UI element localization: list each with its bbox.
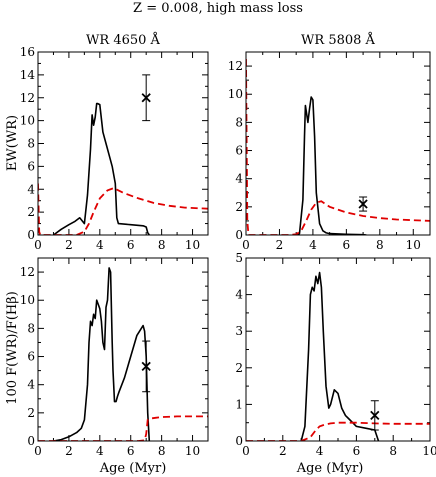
plot-frame xyxy=(37,257,209,442)
figure-title: Z = 0.008, high mass loss xyxy=(133,1,303,16)
plot-frame xyxy=(245,257,431,442)
y-tick-label: 2 xyxy=(235,200,243,214)
x-tick-label: 6 xyxy=(343,238,351,252)
model-line-solid xyxy=(295,96,367,235)
y-tick-label: 12 xyxy=(20,265,35,279)
y-tick-label: 0 xyxy=(235,434,243,448)
x-tick-label: 0 xyxy=(34,444,42,458)
y-tick-label: 0 xyxy=(235,228,243,242)
x-tick-label: 10 xyxy=(406,238,421,252)
y-tick-label: 4 xyxy=(235,288,243,302)
model-line-solid xyxy=(53,267,151,441)
x-tick-label: 0 xyxy=(242,444,250,458)
x-tick-label: 2 xyxy=(65,444,73,458)
x-tick-label: 8 xyxy=(158,238,166,252)
model-line-dashed xyxy=(246,58,430,235)
chart-panel-1: WR 4650 Å 0 2 4 6 8 10 0 2 4 6 8 10 12 14 16 xyxy=(20,32,209,252)
y-tick-label: 0 xyxy=(27,434,35,448)
y-tick-label: 16 xyxy=(20,45,35,59)
x-tick-label: 10 xyxy=(185,444,200,458)
x-tick-label: 8 xyxy=(376,238,384,252)
x-tick-label: 6 xyxy=(127,238,135,252)
x-axis-label-left: Age (Myr) xyxy=(99,461,167,476)
y-tick-label: 14 xyxy=(20,68,36,82)
x-tick-label: 4 xyxy=(96,444,104,458)
x-tick-label: 10 xyxy=(185,238,200,252)
y-tick-label: 3 xyxy=(235,324,243,338)
x-tick-label: 2 xyxy=(276,238,284,252)
panel-title: WR 4650 Å xyxy=(86,32,160,48)
observation-marker xyxy=(370,410,380,421)
y-tick-label: 8 xyxy=(27,321,35,335)
y-tick-label: 12 xyxy=(20,91,35,105)
y-tick-label: 12 xyxy=(228,59,243,73)
model-line-solid xyxy=(53,102,150,235)
y-tick-label: 10 xyxy=(20,114,35,128)
x-tick-label: 2 xyxy=(279,444,287,458)
x-tick-label: 0 xyxy=(242,238,250,252)
y-tick-label: 0 xyxy=(27,228,35,242)
y-tick-label: 10 xyxy=(228,87,243,101)
x-tick-label: 4 xyxy=(316,444,324,458)
y-tick-label: 8 xyxy=(235,115,243,129)
y-tick-label: 4 xyxy=(27,182,35,196)
y-axis-label-top: EW(WR) xyxy=(5,115,20,171)
plot-frame xyxy=(245,51,431,236)
observation-marker xyxy=(358,199,368,209)
x-tick-label: 6 xyxy=(353,444,361,458)
chart-panel-3: 0 2 4 6 8 10 0 2 4 6 8 10 12 xyxy=(20,257,209,458)
x-tick-label: 4 xyxy=(309,238,317,252)
x-tick-label: 8 xyxy=(158,444,166,458)
observation-marker xyxy=(141,361,151,372)
x-tick-label: 0 xyxy=(34,238,42,252)
y-tick-label: 8 xyxy=(27,137,35,151)
y-tick-label: 1 xyxy=(235,397,243,411)
chart-panel-2: WR 5808 Å 0 2 4 6 8 10 0 2 4 6 8 10 12 xyxy=(228,32,431,252)
panel-title: WR 5808 Å xyxy=(301,32,375,48)
x-tick-label: 6 xyxy=(127,444,135,458)
y-tick-label: 4 xyxy=(235,172,243,186)
x-tick-label: 2 xyxy=(65,238,73,252)
chart-panel-4: 0 2 4 6 8 10 0 1 2 3 4 5 xyxy=(235,251,436,458)
y-tick-label: 2 xyxy=(27,205,35,219)
x-tick-label: 10 xyxy=(422,444,436,458)
y-tick-label: 6 xyxy=(27,350,35,364)
y-tick-label: 5 xyxy=(235,251,243,265)
model-line-dashed xyxy=(38,183,208,235)
y-tick-label: 2 xyxy=(235,361,243,375)
model-line-dashed xyxy=(246,421,430,441)
x-axis-label-right: Age (Myr) xyxy=(296,461,364,476)
model-line-solid xyxy=(300,271,380,441)
y-tick-label: 6 xyxy=(27,159,35,173)
x-tick-label: 4 xyxy=(96,238,104,252)
plot-frame xyxy=(37,51,209,236)
x-tick-label: 8 xyxy=(389,444,397,458)
observation-marker xyxy=(141,93,151,103)
y-tick-label: 4 xyxy=(27,378,35,392)
y-tick-label: 6 xyxy=(235,144,243,158)
model-line-dashed xyxy=(38,415,208,441)
y-tick-label: 2 xyxy=(27,406,35,420)
y-tick-label: 10 xyxy=(20,293,35,307)
y-axis-label-bottom: 100 F(WR)/F(Hβ) xyxy=(5,291,20,405)
